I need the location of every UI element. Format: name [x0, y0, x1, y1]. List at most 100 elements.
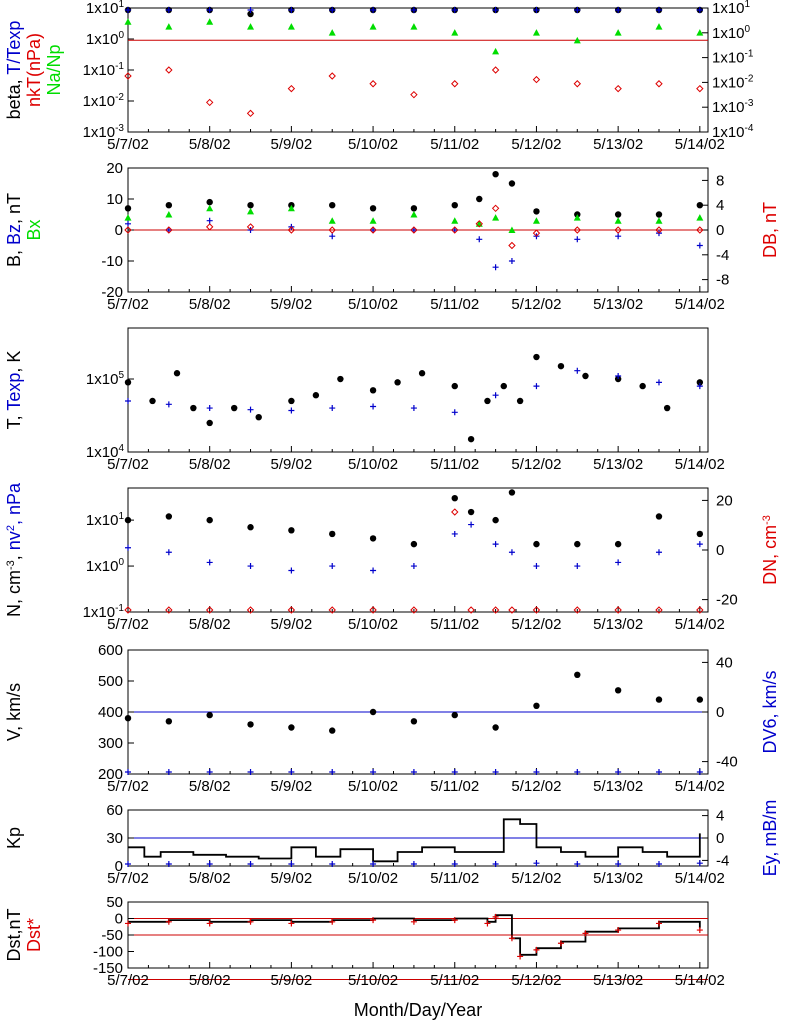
y2-tick-label: 1x10-2 [712, 73, 754, 91]
data-point [491, 606, 500, 614]
data-point [614, 375, 622, 383]
data-point [451, 227, 458, 233]
data-point [206, 419, 213, 427]
data-point [165, 7, 172, 13]
data-point [484, 397, 491, 405]
y-tick-label: 20 [106, 160, 123, 177]
y-tick-label: 1x104 [86, 443, 125, 461]
data-point [533, 540, 540, 548]
x-tick-label: 5/14/02 [675, 616, 725, 633]
data-point [288, 7, 295, 13]
data-point [410, 540, 418, 548]
data-point [247, 207, 255, 215]
y-tick-label: 0 [115, 911, 123, 928]
data-point [696, 530, 704, 538]
data-point [328, 226, 336, 234]
x-tick-label: 5/14/02 [675, 778, 725, 795]
panel-magnetic-field: 5/7/02 5/8/02 5/9/02 5/10/02 5/11/02 5/12/02 5… [4, 160, 780, 313]
data-point [369, 226, 377, 234]
data-point [492, 264, 499, 271]
data-point [205, 98, 214, 107]
data-point [491, 204, 500, 213]
data-point [451, 409, 458, 416]
data-point [532, 29, 540, 36]
data-point [329, 563, 336, 570]
x-tick-label: 5/13/02 [593, 616, 643, 633]
y-tick-label: 1x10-1 [83, 61, 125, 79]
data-point [370, 7, 377, 13]
data-point [574, 367, 581, 374]
data-point [247, 563, 254, 570]
series-nv2 [125, 521, 703, 574]
data-point [655, 549, 662, 556]
x-tick-label: 5/14/02 [675, 296, 725, 313]
series-DV6 [125, 769, 703, 775]
data-point [206, 204, 214, 212]
data-point [696, 379, 704, 386]
series-N [124, 489, 704, 548]
y-tick-label: 1x10-2 [83, 92, 125, 110]
data-point [246, 606, 255, 614]
data-point [410, 405, 417, 412]
data-point [696, 84, 704, 93]
y-tick-label: 1x100 [86, 30, 125, 48]
x-tick-label: 5/8/02 [189, 972, 231, 989]
data-point [410, 7, 417, 13]
data-point [532, 606, 541, 614]
y-tick-label: 0 [115, 222, 123, 239]
data-point [149, 397, 156, 405]
x-tick-label: 5/7/02 [107, 972, 149, 989]
data-point [328, 29, 336, 36]
data-point [532, 217, 540, 224]
panel-plasma-beta: 5/7/02 5/8/02 5/9/02 5/10/02 5/11/02 5/12/02 5… [4, 0, 754, 153]
y-tick-label: 0 [115, 858, 123, 875]
data-point [533, 353, 540, 361]
data-point [615, 927, 622, 934]
data-point [370, 917, 377, 924]
data-point [247, 721, 254, 728]
x-tick-label: 5/11/02 [430, 616, 479, 633]
data-point [533, 769, 540, 775]
x-tick-label: 5/11/02 [430, 778, 479, 795]
data-point [369, 217, 377, 224]
data-point [206, 198, 213, 206]
data-point [574, 671, 581, 678]
data-point [329, 405, 336, 412]
data-point [451, 769, 458, 775]
data-point [615, 7, 622, 13]
y-axis-label: B, Bz, nT [4, 193, 24, 267]
data-point [190, 404, 197, 412]
data-point [500, 382, 507, 390]
x-tick-label: 5/9/02 [271, 456, 313, 473]
data-point [573, 214, 581, 221]
y2-tick-label: -20 [716, 592, 738, 609]
data-point [615, 559, 622, 566]
data-point [451, 494, 458, 502]
y-tick-label: 50 [106, 894, 123, 911]
data-point [165, 606, 173, 614]
data-point [165, 861, 172, 867]
data-point [247, 406, 254, 413]
y-tick-label: 400 [98, 704, 123, 721]
data-point [206, 516, 213, 524]
data-point [328, 606, 336, 614]
data-point [165, 918, 172, 925]
data-point [655, 7, 662, 13]
y2-tick-label: 4 [716, 197, 724, 214]
series-Dst* [125, 913, 703, 960]
y2-tick-label: 1x101 [712, 0, 751, 17]
data-point [328, 72, 336, 80]
data-point [451, 7, 458, 13]
data-point [696, 29, 704, 36]
x-tick-label: 5/7/02 [107, 616, 149, 633]
data-point [582, 372, 589, 380]
data-point [124, 214, 132, 221]
data-point [124, 226, 132, 234]
data-point [614, 29, 622, 36]
data-point [206, 769, 213, 775]
data-point [574, 540, 581, 548]
data-point [370, 403, 377, 410]
y-tick-label: 10 [106, 191, 123, 208]
data-point [492, 913, 499, 920]
x-tick-label: 5/9/02 [271, 136, 313, 153]
